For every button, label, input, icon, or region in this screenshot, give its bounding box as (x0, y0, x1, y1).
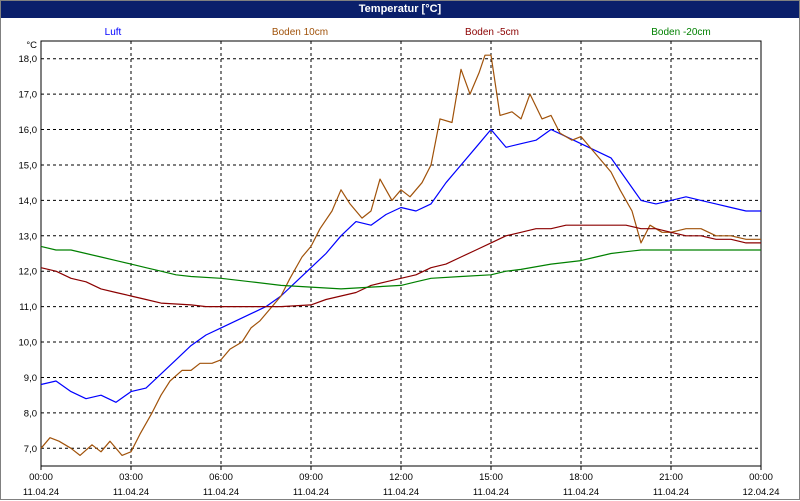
x-tick-time: 12:00 (389, 472, 413, 483)
x-tick-time: 21:00 (659, 472, 683, 483)
series-line-boden-5cm (40, 224, 761, 308)
y-tick-label: 18,0 (19, 54, 38, 65)
y-tick-label: 9,0 (24, 373, 37, 384)
chart-title: Temperatur [°C] (1, 1, 799, 18)
y-tick-label: 15,0 (19, 160, 38, 171)
legend-entry: Boden -5cm (465, 27, 519, 38)
x-tick-date: 11.04.24 (113, 487, 149, 498)
x-tick-time: 15:00 (479, 472, 503, 483)
series-line-boden-10cm (40, 54, 761, 456)
y-tick-label: 8,0 (24, 408, 37, 419)
y-tick-label: 11,0 (19, 302, 37, 313)
legend-entry: Boden 10cm (272, 27, 328, 38)
series-line-boden-20cm (40, 245, 761, 290)
x-tick-date: 12.04.24 (743, 487, 780, 498)
x-tick-time: 00:00 (749, 472, 773, 483)
y-tick-label: 16,0 (19, 125, 38, 136)
x-tick-date: 11.04.24 (23, 487, 59, 498)
x-tick-date: 11.04.24 (473, 487, 509, 498)
x-tick-date: 11.04.24 (383, 487, 419, 498)
series-line-luft (40, 128, 761, 403)
y-tick-label: 12,0 (19, 267, 38, 278)
y-tick-label: 13,0 (19, 231, 38, 242)
y-tick-label: 10,0 (19, 338, 38, 349)
x-tick-time: 03:00 (119, 472, 143, 483)
legend-entry: Boden -20cm (651, 27, 710, 38)
y-tick-label: 17,0 (19, 90, 38, 101)
y-tick-label: 7,0 (24, 444, 37, 455)
x-tick-date: 11.04.24 (293, 487, 329, 498)
x-tick-time: 00:00 (29, 472, 53, 483)
y-axis-unit: °C (26, 40, 37, 51)
x-tick-date: 11.04.24 (203, 487, 239, 498)
x-tick-date: 11.04.24 (563, 487, 599, 498)
x-tick-time: 18:00 (569, 472, 593, 483)
legend-entry: Luft (105, 27, 122, 38)
x-tick-time: 06:00 (209, 472, 233, 483)
x-tick-date: 11.04.24 (653, 487, 689, 498)
y-tick-label: 14,0 (19, 196, 38, 207)
x-tick-time: 09:00 (299, 472, 323, 483)
